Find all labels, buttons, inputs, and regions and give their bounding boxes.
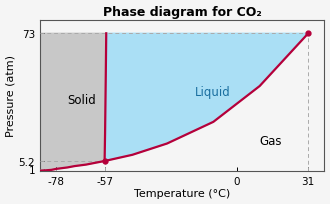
X-axis label: Temperature (°C): Temperature (°C) [134,188,230,198]
Polygon shape [105,34,308,161]
Y-axis label: Pressure (atm): Pressure (atm) [6,55,16,137]
Polygon shape [40,34,106,171]
Title: Phase diagram for CO₂: Phase diagram for CO₂ [103,6,261,19]
Text: Liquid: Liquid [195,86,231,99]
Text: Solid: Solid [68,93,96,106]
Text: Gas: Gas [260,134,282,147]
